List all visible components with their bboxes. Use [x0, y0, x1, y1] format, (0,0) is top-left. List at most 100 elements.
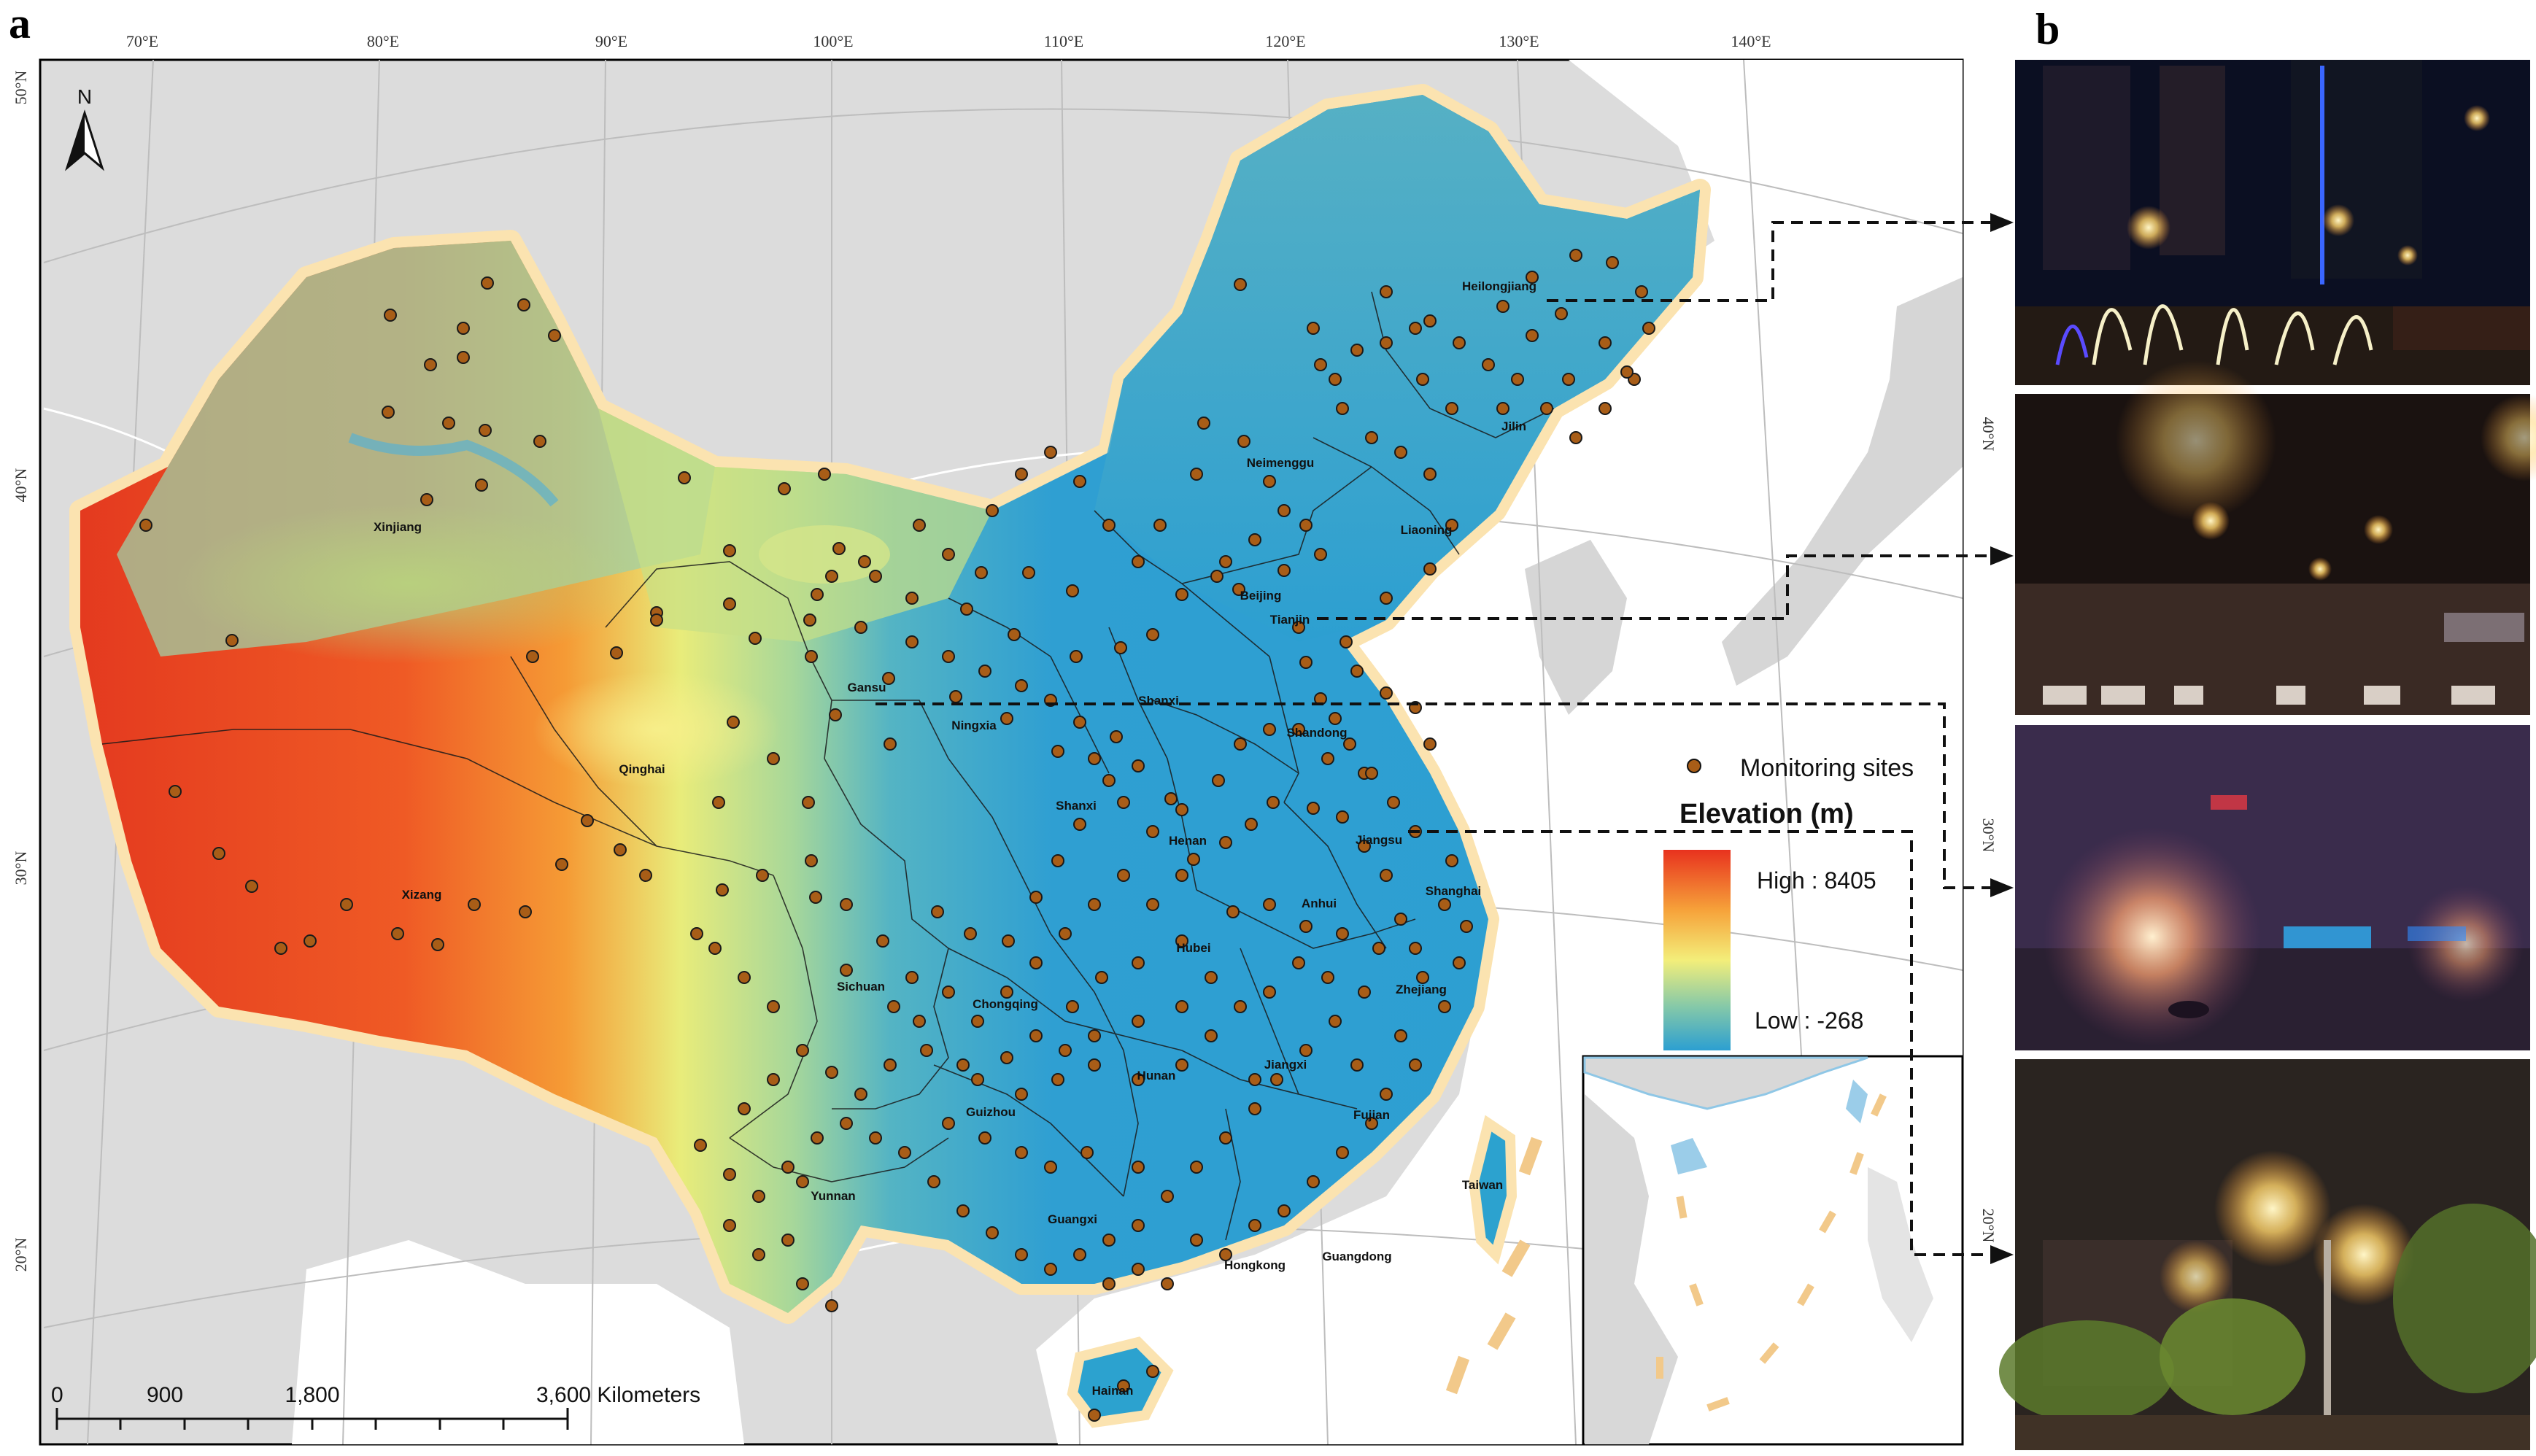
monitoring-site-marker: [479, 424, 492, 437]
monitoring-site-marker: [1511, 373, 1524, 386]
monitoring-site-marker: [1270, 1073, 1283, 1086]
monitoring-site-marker: [802, 796, 815, 809]
monitoring-site-marker: [1350, 1058, 1364, 1072]
monitoring-site-marker: [1416, 971, 1429, 984]
monitoring-site-marker: [1219, 555, 1232, 568]
monitoring-site-marker: [457, 351, 470, 364]
monitoring-site-marker: [1394, 446, 1407, 459]
monitoring-site-marker: [876, 934, 889, 948]
monitoring-site-marker: [1132, 1161, 1145, 1174]
monitoring-site-marker: [825, 570, 838, 583]
monitoring-site-marker: [1445, 519, 1458, 532]
monitoring-site-marker: [1175, 588, 1188, 601]
scale-label-0: 0: [51, 1383, 63, 1407]
monitoring-site-marker: [1248, 1102, 1261, 1115]
monitoring-site-marker: [1336, 810, 1349, 824]
monitoring-site-marker: [1015, 1248, 1028, 1261]
monitoring-site-marker: [749, 632, 762, 645]
monitoring-site-marker: [1358, 840, 1371, 853]
monitoring-site-marker: [971, 1015, 984, 1028]
monitoring-site-marker: [1146, 825, 1159, 838]
monitoring-site-marker: [971, 1073, 984, 1086]
monitoring-site-marker: [1044, 1161, 1057, 1174]
province-label: Guangdong: [1322, 1250, 1391, 1263]
photo-panel-b: [1999, 60, 2536, 1450]
monitoring-site-marker: [781, 1161, 795, 1174]
monitoring-site-marker: [1423, 737, 1437, 751]
monitoring-site-marker: [1132, 555, 1145, 568]
japan-land: [1722, 277, 1963, 686]
monitoring-site-marker: [1051, 1073, 1064, 1086]
monitoring-site-marker: [1314, 548, 1327, 561]
province-label: Hunan: [1137, 1069, 1176, 1083]
monitoring-site-marker: [1190, 1234, 1203, 1247]
province-label: Neimenggu: [1247, 456, 1315, 470]
monitoring-site-marker: [1088, 1409, 1101, 1422]
monitoring-site-marker: [1044, 1263, 1057, 1276]
monitoring-site-marker: [139, 519, 152, 532]
monitoring-site-marker: [1161, 1190, 1174, 1203]
monitoring-site-marker: [809, 891, 822, 904]
monitoring-site-marker: [1015, 468, 1028, 481]
monitoring-site-marker: [1015, 1146, 1028, 1159]
monitoring-site-marker: [1161, 1277, 1174, 1290]
legend-sites-label: Monitoring sites: [1740, 754, 1914, 782]
monitoring-site-marker: [882, 672, 895, 685]
monitoring-site-marker: [1132, 1073, 1145, 1086]
monitoring-site-marker: [1526, 271, 1539, 284]
monitoring-site-marker: [1000, 712, 1013, 725]
monitoring-site-marker: [1267, 796, 1280, 809]
monitoring-site-marker: [1102, 519, 1116, 532]
province-label: Shanxi: [1138, 694, 1179, 708]
monitoring-site-marker: [1132, 956, 1145, 969]
monitoring-site-marker: [1569, 431, 1582, 444]
monitoring-site-marker: [690, 927, 703, 940]
province-label: Jiangsu: [1356, 833, 1402, 847]
monitoring-site-marker: [1175, 803, 1188, 816]
province-label: Beijing: [1240, 589, 1282, 603]
monitoring-site-marker: [927, 1175, 940, 1188]
longitude-label: 90°E: [595, 32, 627, 50]
monitoring-site-marker: [905, 971, 919, 984]
longitude-label: 70°E: [126, 32, 158, 50]
monitoring-site-marker: [1002, 934, 1015, 948]
monitoring-site-marker: [887, 1000, 900, 1013]
monitoring-site-marker: [1219, 1248, 1232, 1261]
monitoring-site-marker: [811, 1131, 824, 1145]
scale-label-3600: 3,600 Kilometers: [536, 1383, 700, 1407]
monitoring-site-marker: [1190, 468, 1203, 481]
monitoring-site-marker: [1175, 1058, 1188, 1072]
monitoring-site-marker: [1248, 533, 1261, 546]
monitoring-site-marker: [1569, 249, 1582, 262]
monitoring-site-marker: [1219, 836, 1232, 849]
monitoring-site-marker: [1132, 1015, 1145, 1028]
monitoring-site-marker: [1307, 1175, 1320, 1188]
monitoring-site-marker: [1000, 985, 1013, 999]
monitoring-site-marker: [1438, 1000, 1451, 1013]
monitoring-site-marker: [1066, 1000, 1079, 1013]
monitoring-site-marker: [1380, 285, 1393, 298]
monitoring-site-marker: [723, 1219, 736, 1232]
latitude-label: 30°N: [1979, 818, 1998, 853]
monitoring-site-marker: [752, 1190, 765, 1203]
monitoring-site-marker: [1496, 300, 1509, 313]
monitoring-site-marker: [581, 814, 594, 827]
monitoring-site-marker: [1146, 628, 1159, 641]
monitoring-site-marker: [420, 493, 433, 506]
monitoring-site-marker: [942, 1117, 955, 1130]
monitoring-site-marker: [1299, 656, 1313, 669]
monitoring-site-marker: [805, 854, 818, 867]
monitoring-site-marker: [475, 479, 488, 492]
monitoring-site-marker: [1365, 1117, 1378, 1130]
monitoring-site-marker: [778, 482, 791, 495]
monitoring-site-marker: [942, 985, 955, 999]
province-label: Heilongjiang: [1462, 279, 1536, 293]
monitoring-site-marker: [781, 1234, 795, 1247]
nine-dash-marks: [1445, 1136, 1543, 1395]
latitude-label: 50°N: [12, 71, 30, 105]
longitude-labels: 70°E 80°E 90°E 100°E 110°E 120°E 130°E 140°E: [126, 32, 1771, 50]
monitoring-site-marker: [1164, 792, 1178, 805]
monitoring-site-marker: [424, 358, 437, 371]
monitoring-site-marker: [1044, 446, 1057, 459]
monitoring-site-marker: [340, 898, 353, 911]
